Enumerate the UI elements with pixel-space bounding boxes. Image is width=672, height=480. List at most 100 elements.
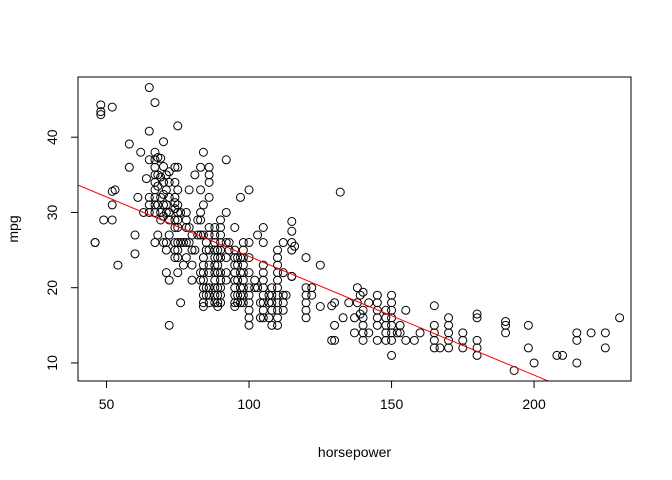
data-point [267,283,277,293]
data-point [290,241,300,251]
data-point [387,298,397,308]
data-point [216,268,226,278]
data-point [139,207,149,217]
data-point [164,167,174,177]
data-point [204,245,214,255]
data-point [401,335,411,345]
data-point [429,301,439,311]
data-point [387,305,397,315]
data-point [173,268,183,278]
data-point [153,170,163,180]
data-point [150,147,160,157]
data-point [150,238,160,248]
data-point [552,350,562,360]
data-point [198,230,208,240]
data-point [327,335,337,345]
data-point [144,126,154,136]
data-point [307,283,317,293]
data-point [287,216,297,226]
data-point [213,245,223,255]
data-point [287,226,297,236]
data-point [90,238,100,248]
data-point [387,350,397,360]
data-point [170,162,180,172]
data-point [130,230,140,240]
data-point [164,192,174,202]
data-point [161,238,171,248]
data-point [210,222,220,232]
data-point [193,230,203,240]
data-point [273,253,283,263]
data-point [124,162,134,172]
data-point [327,301,337,311]
data-point [213,283,223,293]
data-point [198,253,208,263]
data-point [335,187,345,197]
data-point [264,313,274,323]
data-point [255,298,265,308]
data-point [278,305,288,315]
data-point [387,290,397,300]
data-point [301,283,311,293]
axes: 50 100 150 200 10 20 30 40 [44,129,546,412]
data-point [184,185,194,195]
data-point [278,290,288,300]
data-point [529,358,539,368]
data-point [196,162,206,172]
data-point [204,162,214,172]
data-point [458,335,468,345]
data-point [615,313,625,323]
data-point [235,268,245,278]
data-point [204,170,214,180]
data-point [330,335,340,345]
data-point [372,320,382,330]
data-point [198,200,208,210]
data-point [258,238,268,248]
data-point [244,305,254,315]
data-point [244,238,254,248]
data-point [344,298,354,308]
data-point [161,200,171,210]
data-point [472,313,482,323]
data-point [144,192,154,202]
data-point [153,230,163,240]
x-tick-label: 50 [99,396,115,412]
data-point [273,245,283,255]
data-point [415,328,425,338]
data-point [392,328,402,338]
data-point [281,290,291,300]
data-point [187,245,197,255]
data-point [258,268,268,278]
data-point [523,343,533,353]
data-point [96,110,106,120]
y-tick-label: 20 [44,280,60,296]
x-axis-title: horsepower [318,444,391,460]
y-tick-label: 30 [44,204,60,220]
data-point [96,100,106,110]
data-point [244,313,254,323]
data-point [235,192,245,202]
data-points [90,83,625,375]
data-point [130,249,140,259]
data-point [315,260,325,270]
data-point [264,290,274,300]
data-point [435,343,445,353]
data-point [558,350,568,360]
data-point [181,207,191,217]
data-point [161,268,171,278]
data-point [301,298,311,308]
data-point [307,290,317,300]
data-point [224,238,234,248]
data-point [233,253,243,263]
data-point [278,298,288,308]
data-point [350,313,359,323]
data-point [230,245,240,255]
data-point [204,283,214,293]
data-point [472,309,482,319]
data-point [350,328,359,338]
data-point [429,335,439,345]
data-point [159,238,169,248]
data-point [255,313,265,323]
data-point [258,305,268,315]
data-point [196,185,206,195]
